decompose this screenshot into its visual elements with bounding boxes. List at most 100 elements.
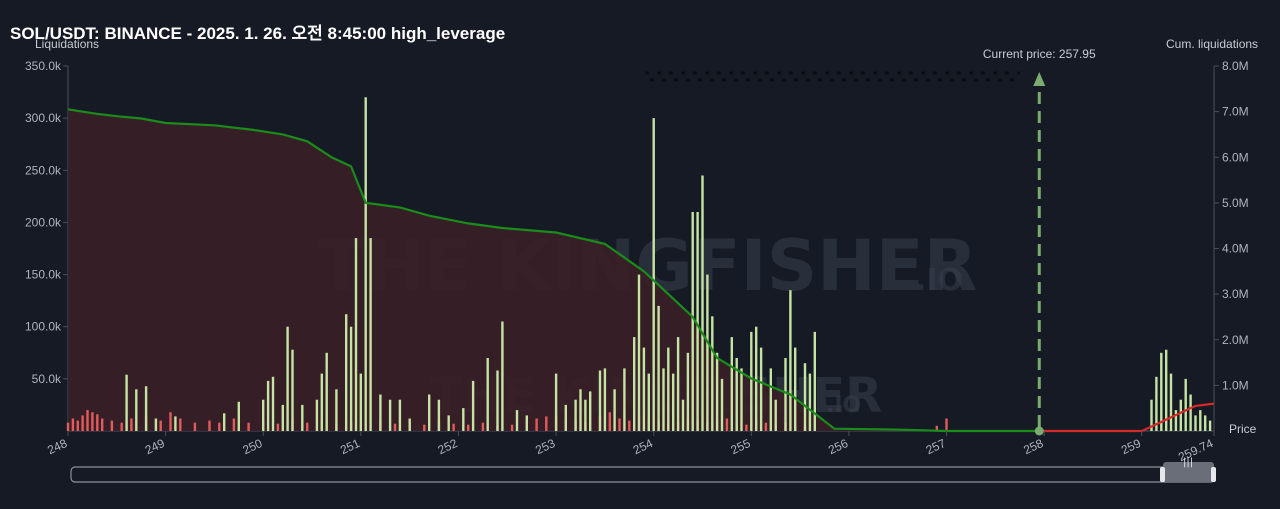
- short-liq-bar: [579, 389, 582, 431]
- short-liq-bar: [730, 337, 733, 431]
- range-slider-track[interactable]: [70, 466, 1216, 483]
- long-liq-bar: [110, 420, 114, 431]
- range-slider-right-handle[interactable]: [1211, 467, 1216, 482]
- short-liq-bar: [281, 404, 284, 431]
- cum-lines: [67, 108, 1215, 433]
- short-liq-bar: [388, 399, 392, 431]
- long-liq-bar: [510, 424, 514, 431]
- chart-title: SOL/USDT: BINANCE - 2025. 1. 26. 오전 8:45…: [10, 24, 506, 43]
- short-liq-bar: [359, 373, 362, 431]
- long-liq-bar: [232, 418, 236, 431]
- y-right-tick-label: 6.0M: [1222, 150, 1249, 164]
- long-liq-bar: [66, 422, 70, 431]
- long-liq-bar: [745, 424, 748, 431]
- short-liq-bar: [647, 373, 650, 431]
- short-liq-bar: [1179, 399, 1182, 431]
- short-liq-bar: [223, 413, 226, 431]
- long-liq-bar: [208, 420, 211, 431]
- x-tick-label: 258: [1021, 436, 1045, 457]
- x-tick-label: 257: [924, 436, 948, 457]
- short-liq-bar: [735, 358, 738, 431]
- short-liq-bar: [398, 399, 402, 431]
- short-liq-bar: [750, 331, 753, 431]
- short-liq-bar: [789, 290, 792, 431]
- range-slider-selection[interactable]: [1163, 462, 1214, 482]
- x-tick-label: 259: [1119, 436, 1143, 457]
- dotted-indicator: [645, 71, 1020, 82]
- short-liq-bar: [1204, 415, 1207, 431]
- short-liq-bar: [471, 380, 475, 431]
- y-left-tick-label: 350.0k: [25, 59, 62, 73]
- short-liq-bar: [174, 416, 177, 431]
- long-liq-bar: [764, 422, 768, 431]
- short-liq-bar: [803, 363, 807, 431]
- long-liq-bar: [96, 414, 99, 431]
- y-left-tick-label: 300.0k: [25, 111, 62, 125]
- short-liq-bar: [740, 368, 743, 431]
- short-liq-bar: [759, 347, 763, 431]
- short-liq-bar: [1169, 373, 1173, 431]
- short-liq-bar: [1199, 410, 1202, 431]
- short-liq-bar: [657, 305, 660, 431]
- y-right-tick-label: 7.0M: [1222, 105, 1249, 119]
- short-liq-bar: [501, 321, 504, 431]
- long-liq-bar: [91, 412, 94, 431]
- short-liq-bar: [1165, 349, 1168, 431]
- current-price-marker: Current price: 257.95: [983, 47, 1096, 436]
- long-liq-bar: [169, 412, 172, 431]
- long-liq-bar: [423, 424, 426, 431]
- short-liq-bar: [589, 391, 592, 431]
- short-liq-bar: [623, 368, 626, 431]
- short-liq-bar: [291, 349, 294, 431]
- short-liq-bar: [462, 408, 465, 431]
- short-liq-bar: [266, 380, 270, 431]
- long-liq-bar: [193, 422, 197, 431]
- short-liq-bar: [774, 399, 777, 431]
- cum-area: [68, 109, 1040, 432]
- short-liq-bar: [525, 415, 528, 431]
- short-liq-bar: [447, 415, 450, 431]
- x-tick-label: 251: [338, 436, 362, 457]
- y-right-tick-label: 1.0M: [1222, 378, 1249, 392]
- short-liq-bar: [408, 418, 411, 431]
- short-liq-bar: [1150, 399, 1153, 431]
- long-liq-bar: [179, 418, 182, 431]
- short-liq-bar: [1208, 420, 1212, 431]
- y-right-tick-label: 2.0M: [1222, 333, 1249, 347]
- short-liq-bar: [691, 212, 694, 431]
- short-liq-bar: [813, 331, 816, 431]
- y-right-tick-label: 8.0M: [1222, 59, 1249, 73]
- watermark-suffix-small: .IO: [826, 393, 861, 418]
- short-liq-bar: [784, 358, 787, 431]
- short-liq-bar: [652, 118, 655, 431]
- short-liq-bar: [584, 399, 587, 431]
- long-liq-bar: [76, 420, 79, 431]
- short-liq-bar: [711, 316, 714, 431]
- cum-short-line: [1039, 402, 1215, 433]
- short-liq-bar: [808, 373, 812, 431]
- long-liq-bar: [218, 422, 221, 431]
- long-liq-bar: [628, 420, 631, 431]
- short-liq-bar: [681, 399, 685, 431]
- range-slider-grip-icon[interactable]: |||: [1183, 457, 1193, 468]
- current-price-dot: [1034, 426, 1044, 436]
- short-liq-bar: [554, 373, 558, 431]
- short-liq-bar: [672, 373, 675, 431]
- short-liq-bar: [354, 238, 358, 431]
- long-liq-bar: [945, 418, 948, 431]
- long-liq-bar: [81, 415, 84, 431]
- short-liq-bar: [715, 352, 719, 431]
- long-liq-bar: [452, 423, 455, 431]
- current-price-label: Current price: 257.95: [983, 47, 1096, 61]
- short-liq-bar: [564, 404, 567, 431]
- short-liq-bar: [154, 418, 158, 431]
- y-left-tick-label: 250.0k: [25, 163, 62, 177]
- x-tick-label: 248: [45, 436, 69, 457]
- short-liq-bar: [701, 175, 704, 431]
- short-liq-bar: [135, 389, 138, 431]
- range-slider-left-handle[interactable]: [1160, 467, 1165, 482]
- x-axis-title: Price: [1229, 422, 1257, 436]
- range-slider[interactable]: |||: [70, 457, 1216, 483]
- short-liq-bar: [271, 376, 275, 431]
- short-liq-bar: [613, 389, 616, 431]
